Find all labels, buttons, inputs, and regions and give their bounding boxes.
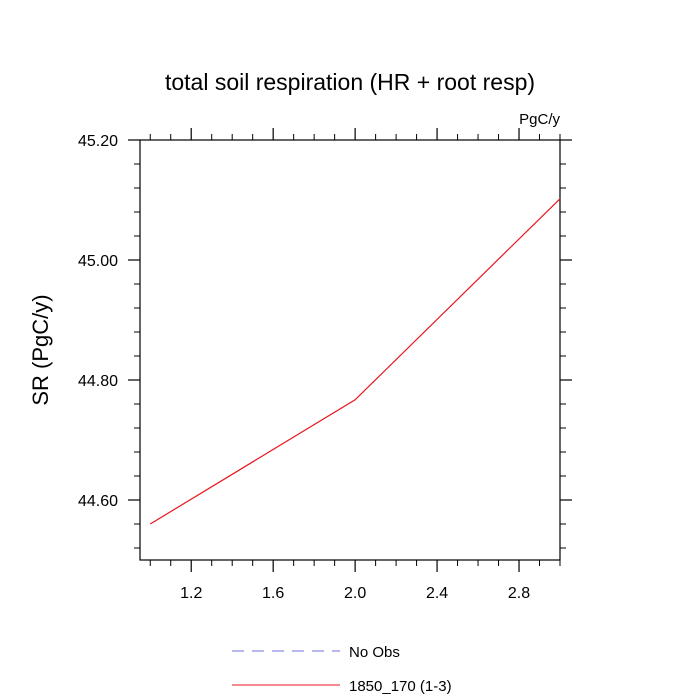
y-tick-label: 44.60 — [78, 493, 118, 510]
legend-label: 1850_170 (1-3) — [349, 678, 452, 695]
units-label: PgC/y — [519, 111, 560, 128]
x-tick-label: 1.6 — [262, 585, 284, 602]
y-tick-label: 44.80 — [78, 373, 118, 390]
series-line — [149, 198, 561, 525]
y-tick-label: 45.00 — [78, 253, 118, 270]
x-tick-label: 2.8 — [508, 585, 530, 602]
series-layer — [149, 198, 561, 525]
y-tick-label: 45.20 — [78, 133, 118, 150]
plot-area: 1.2 1.6 2.0 2.4 2.8 44.60 44.80 45.00 45.20 — [78, 128, 572, 602]
x-tick-label: 1.2 — [180, 585, 202, 602]
legend: No Obs 1850_170 (1-3) — [232, 644, 452, 695]
x-tick-label: 2.4 — [426, 585, 448, 602]
legend-label: No Obs — [349, 644, 400, 661]
chart-title: total soil respiration (HR + root resp) — [165, 69, 535, 95]
x-tick-label: 2.0 — [344, 585, 366, 602]
plot-frame — [139, 139, 561, 561]
y-axis-label: SR (PgC/y) — [28, 294, 53, 405]
